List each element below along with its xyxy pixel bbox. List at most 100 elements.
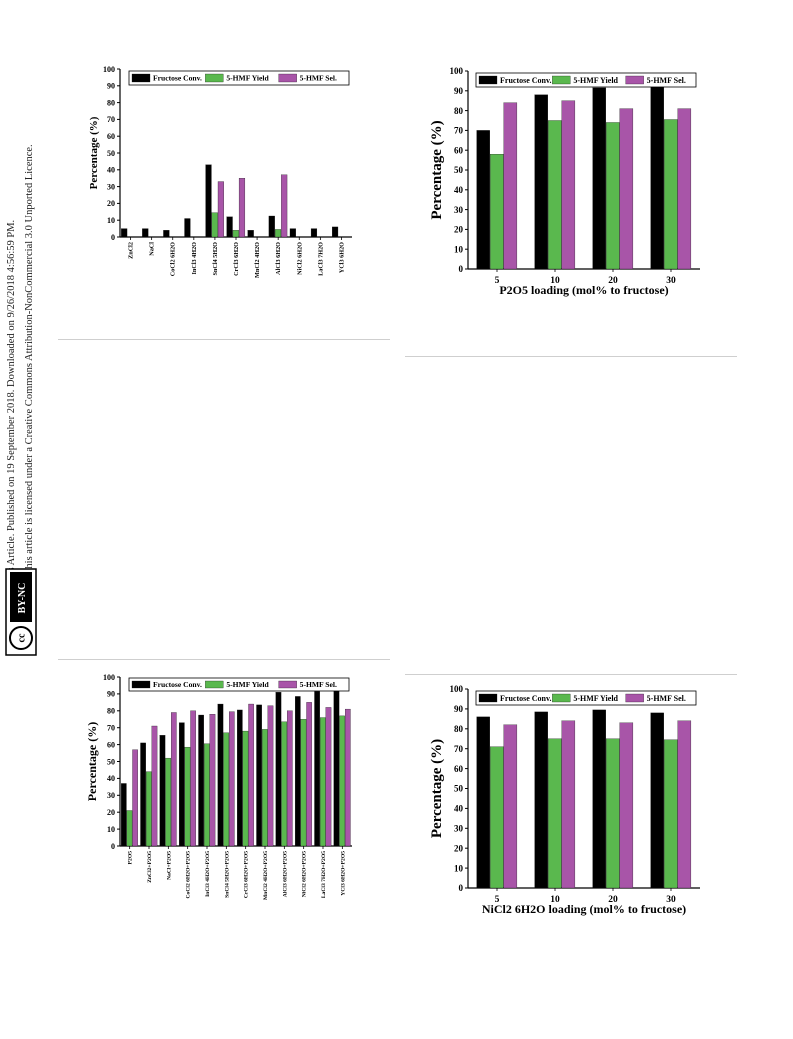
- y-tick-label: 90: [107, 82, 115, 91]
- x-tick-label: 10: [550, 276, 560, 286]
- chart-p2o5-loading: 0 10 20 30 40 50 60 70 80 90 100 Percentage (%) 5 10 2…: [429, 66, 700, 297]
- bar: [561, 720, 576, 889]
- bar: [126, 810, 133, 847]
- cc-license-badge[interactable]: cc BY-NC: [5, 568, 37, 656]
- y-tick-label: 30: [107, 791, 115, 800]
- x-tick-label: InCl3 4H2O+P2O5: [205, 851, 211, 897]
- bar: [503, 724, 518, 889]
- x-tick-label: InCl3 4H2O: [191, 242, 198, 275]
- y-tick-label: 40: [107, 166, 115, 175]
- bar: [242, 730, 249, 847]
- x-tick-label: 5: [495, 276, 500, 286]
- bar: [268, 215, 275, 238]
- y-tick-label: 10: [107, 216, 115, 225]
- legend-swatch: [625, 693, 644, 703]
- bar: [274, 229, 282, 238]
- y-tick-label: 40: [454, 804, 464, 814]
- x-tick-label: ZnCl2: [128, 242, 135, 259]
- bar: [226, 216, 233, 238]
- bar: [256, 704, 262, 847]
- bar: [345, 708, 351, 847]
- y-tick-label: 60: [107, 740, 115, 749]
- bar: [314, 691, 320, 847]
- legend-label: 5-HMF Sel.: [300, 680, 337, 689]
- y-axis-label: Percentage (%): [429, 739, 445, 838]
- y-tick-label: 90: [107, 690, 115, 699]
- y-tick-label: 60: [107, 132, 115, 141]
- bar: [677, 108, 692, 270]
- bar: [151, 725, 158, 847]
- bar: [295, 696, 301, 847]
- x-tick-label: 5: [495, 895, 500, 905]
- bar: [140, 742, 146, 847]
- bar: [325, 707, 332, 847]
- y-tick-label: 20: [107, 808, 115, 817]
- bar: [490, 154, 504, 270]
- bar: [320, 717, 326, 847]
- y-tick-label: 80: [107, 98, 115, 107]
- legend-label: 5-HMF Yield: [226, 74, 269, 83]
- y-tick-label: 80: [454, 106, 464, 116]
- bar: [548, 120, 562, 270]
- bar: [677, 720, 692, 889]
- bar: [275, 692, 282, 847]
- bar: [238, 178, 246, 238]
- x-tick-label: NaCl: [149, 242, 156, 256]
- divider-left-bottom: [58, 659, 390, 660]
- bar: [306, 702, 312, 847]
- bar: [592, 87, 606, 270]
- y-tick-label: 20: [454, 843, 464, 853]
- bar: [205, 164, 212, 238]
- y-tick-label: 30: [454, 205, 464, 215]
- bar: [548, 738, 562, 889]
- divider-left-top: [58, 339, 390, 340]
- bar: [121, 228, 128, 238]
- y-tick-label: 100: [450, 66, 464, 76]
- by-nc-label: BY-NC: [17, 583, 28, 614]
- bar: [217, 703, 224, 847]
- legend-swatch: [131, 680, 151, 689]
- y-tick-label: 70: [107, 115, 115, 124]
- legend-label: 5-HMF Sel.: [647, 76, 686, 85]
- x-tick-label: NaCl+P2O5: [166, 851, 172, 880]
- x-tick-label: YCl3 6H2O+P2O5: [340, 851, 346, 896]
- bar: [184, 218, 191, 238]
- y-tick-label: 40: [107, 774, 115, 783]
- bar: [267, 705, 274, 847]
- bar: [619, 722, 634, 889]
- bar: [223, 732, 229, 847]
- y-axis-label: Percentage (%): [88, 116, 100, 189]
- bar: [146, 771, 152, 847]
- y-tick-label: 70: [454, 744, 464, 754]
- bar: [142, 228, 149, 238]
- y-tick-label: 100: [103, 673, 115, 682]
- cc-icon-label: cc: [17, 633, 28, 642]
- bar: [121, 783, 127, 847]
- x-tick-label: YCl3 6H2O: [338, 242, 345, 273]
- bar: [281, 174, 288, 238]
- x-tick-label: LaCl3 7H2O: [317, 242, 324, 276]
- legend-swatch: [278, 680, 297, 689]
- bar: [310, 228, 318, 238]
- y-tick-label: 90: [454, 86, 464, 96]
- bar: [606, 122, 620, 270]
- bar: [217, 181, 224, 238]
- x-tick-label: CoCl2 6H2O+P2O5: [186, 851, 192, 899]
- x-axis-label: P2O5 loading (mol% to fructose): [499, 283, 668, 297]
- bar: [339, 715, 345, 847]
- y-tick-label: 50: [107, 757, 115, 766]
- y-tick-label: 70: [107, 724, 115, 733]
- license-line: This article is licensed under a Creativ…: [24, 144, 35, 575]
- bar: [248, 703, 254, 847]
- bar: [650, 712, 664, 889]
- y-tick-label: 50: [454, 165, 464, 175]
- y-tick-label: 60: [454, 764, 464, 774]
- bar: [534, 94, 548, 270]
- chart-salt-screening: 0 10 20 30 40 50 60 70 80 90 100 Percentage (%) ZnCl…: [88, 65, 352, 278]
- bar: [664, 739, 678, 889]
- x-tick-label: 20: [608, 895, 618, 905]
- y-tick-label: 10: [454, 244, 464, 254]
- y-tick-label: 50: [107, 149, 115, 158]
- y-tick-label: 10: [107, 825, 115, 834]
- legend-swatch: [552, 75, 571, 85]
